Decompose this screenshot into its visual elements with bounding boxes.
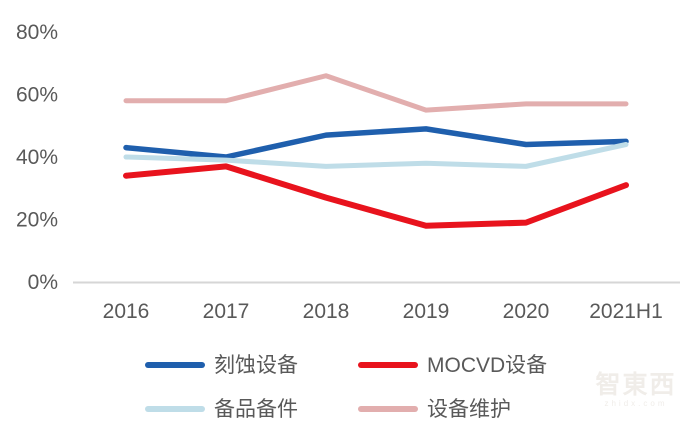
x-axis-tick-label: 2019 — [403, 300, 450, 323]
legend-label: 备品备件 — [214, 397, 298, 421]
x-axis-tick-label: 2017 — [203, 300, 250, 323]
legend-item-mocvd-equipment: MOCVD设备 — [358, 352, 547, 378]
series-line-1 — [123, 163, 629, 229]
legend-item-etching-equipment: 刻蚀设备 — [145, 352, 298, 378]
watermark-subtext: zhidx.com — [604, 398, 668, 408]
x-axis-tick-labels: 2016 2017 2018 2019 2020 2021H1 — [103, 300, 663, 323]
legend-swatch-line-icon — [145, 406, 205, 412]
x-axis-tick-label: 2020 — [503, 300, 550, 323]
series-line-3 — [123, 73, 629, 113]
x-axis-tick-label: 2016 — [103, 300, 150, 323]
series-line-2 — [123, 142, 629, 169]
legend-label: 刻蚀设备 — [214, 353, 298, 377]
chart-canvas: 80% 60% 40% 20% 0% 2016 2017 2018 2019 2020 2021H… — [16, 21, 680, 323]
legend-swatch-line-icon — [358, 362, 418, 368]
legend-item-spare-parts: 备品备件 — [145, 396, 298, 422]
y-axis-tick-label: 0% — [28, 271, 58, 294]
x-axis-tick-label: 2021H1 — [589, 300, 663, 323]
series-lines — [123, 73, 629, 229]
y-axis-tick-label: 20% — [16, 209, 58, 232]
legend-label: 设备维护 — [427, 397, 511, 421]
watermark-logo: 智東西 zhidx.com — [580, 371, 692, 408]
y-axis-tick-label: 40% — [16, 146, 58, 169]
y-axis-tick-label: 80% — [16, 21, 58, 44]
legend-item-equipment-maintenance: 设备维护 — [358, 396, 511, 422]
y-axis-tick-label: 60% — [16, 84, 58, 107]
series-line-0 — [123, 126, 629, 160]
legend-label: MOCVD设备 — [427, 353, 548, 377]
y-axis-tick-labels: 80% 60% 40% 20% 0% — [16, 21, 58, 294]
x-axis-tick-label: 2018 — [303, 300, 350, 323]
legend-swatch-line-icon — [358, 406, 418, 412]
watermark-text: 智東西 — [595, 371, 677, 399]
legend-swatch-line-icon — [145, 362, 205, 368]
